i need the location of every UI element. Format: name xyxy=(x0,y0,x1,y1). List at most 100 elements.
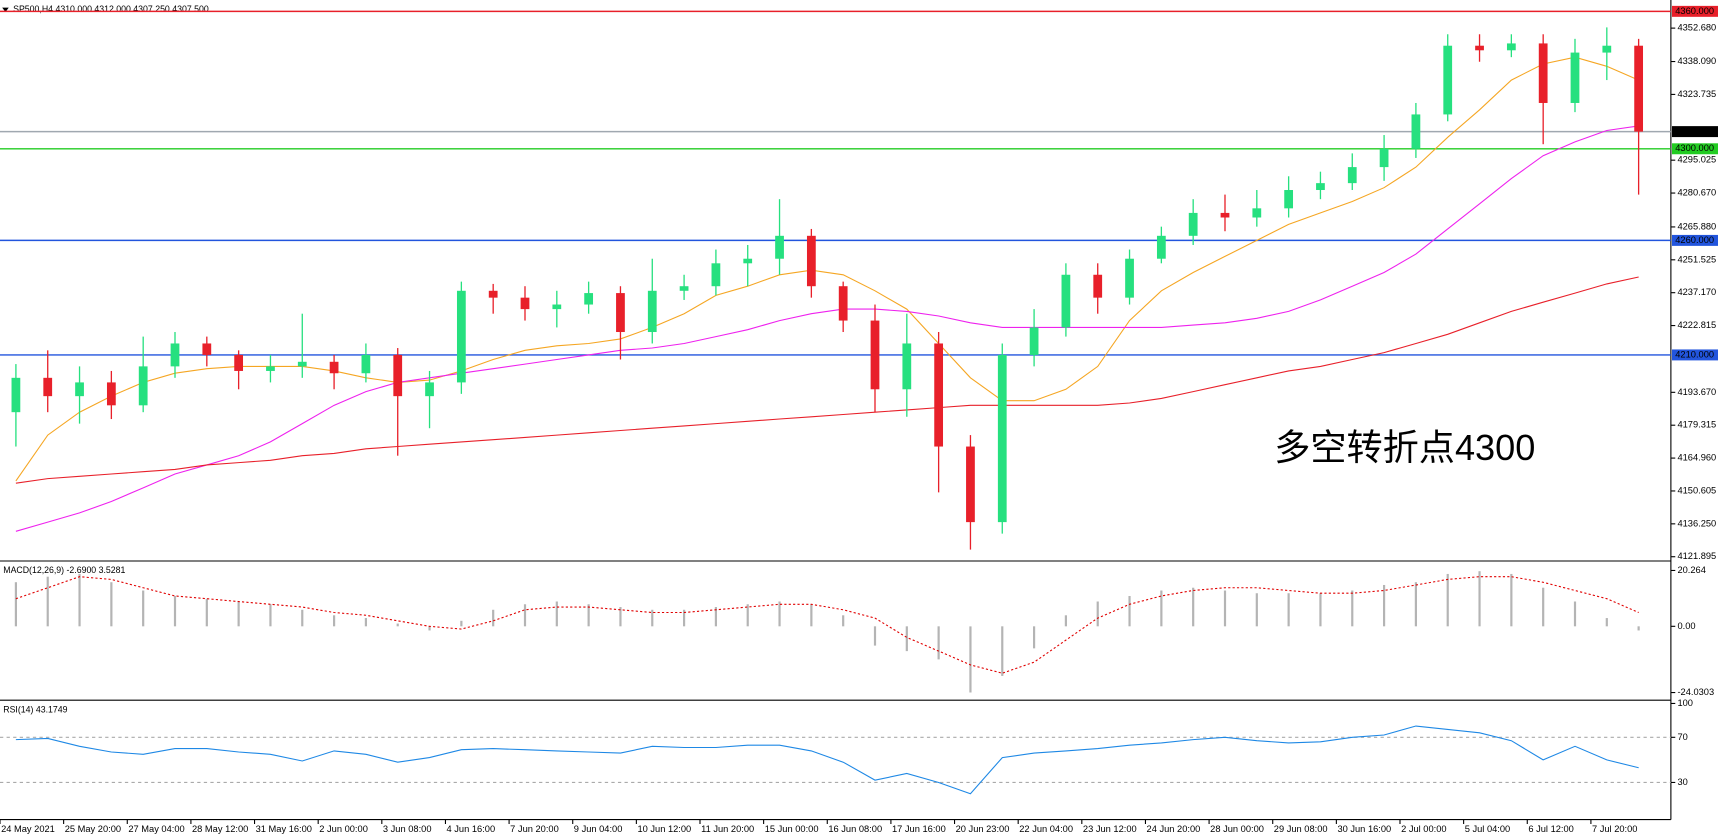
candle-body xyxy=(234,354,244,371)
x-tick-label: 24 May 2021 xyxy=(1,824,55,834)
candle-body xyxy=(552,304,562,310)
candle-body xyxy=(1316,183,1325,191)
moving-average xyxy=(15,276,1639,484)
y-tick-label: 100 xyxy=(1677,698,1693,708)
y-tick-label: 30 xyxy=(1677,777,1687,787)
level-label: 4307.500 xyxy=(1675,126,1714,136)
candle-body xyxy=(1443,45,1453,115)
x-tick-label: 22 Jun 04:00 xyxy=(1019,824,1073,834)
y-tick-label: -24.0303 xyxy=(1677,687,1714,697)
level-label-box xyxy=(1671,5,1718,17)
candle-body xyxy=(75,382,84,397)
y-tick-label: 4295.025 xyxy=(1677,155,1716,165)
candle-body xyxy=(838,286,848,321)
x-tick-label: 30 Jun 16:00 xyxy=(1337,824,1391,834)
candle-body xyxy=(1188,212,1198,236)
y-tick-label: 0.00 xyxy=(1677,621,1695,631)
candle-body xyxy=(966,446,975,523)
y-tick-label: 4136.250 xyxy=(1677,518,1716,528)
level-label: 4300.000 xyxy=(1675,143,1714,153)
candle-body xyxy=(997,354,1007,523)
rsi-line xyxy=(15,725,1639,795)
x-tick-label: 17 Jun 16:00 xyxy=(892,824,946,834)
candle-body xyxy=(1602,45,1612,53)
y-tick-label: 4193.670 xyxy=(1677,387,1716,397)
candle-body xyxy=(902,343,912,390)
y-tick-label: 70 xyxy=(1677,732,1687,742)
candle-body xyxy=(616,293,625,333)
x-tick-label: 5 Jul 04:00 xyxy=(1465,824,1510,834)
candle-body xyxy=(1570,52,1580,103)
candle-body xyxy=(297,361,307,367)
candle-body xyxy=(870,320,880,390)
annotation: 多空转折点4300 xyxy=(1274,427,1535,468)
level-label-box xyxy=(1671,234,1718,246)
candle-body xyxy=(584,293,594,305)
x-tick-label: 23 Jun 12:00 xyxy=(1083,824,1137,834)
x-tick-label: 2 Jul 00:00 xyxy=(1401,824,1446,834)
x-tick-label: 15 Jun 00:00 xyxy=(765,824,819,834)
candle-body xyxy=(488,290,498,298)
y-tick-label: 4179.315 xyxy=(1677,420,1716,430)
candle-body xyxy=(106,382,116,406)
x-tick-label: 4 Jun 16:00 xyxy=(447,824,496,834)
candle-body xyxy=(425,382,434,397)
candle-body xyxy=(1220,212,1230,218)
x-tick-label: 25 May 20:00 xyxy=(65,824,121,834)
x-tick-label: 28 May 12:00 xyxy=(192,824,248,834)
y-tick-label: 4237.170 xyxy=(1677,287,1716,297)
y-tick-label: 4352.680 xyxy=(1677,23,1716,33)
candle-body xyxy=(266,366,275,371)
rsi-title: RSI(14) 43.1749 xyxy=(3,704,67,714)
candle-body xyxy=(202,343,212,355)
x-tick-label: 27 May 04:00 xyxy=(128,824,184,834)
candle-body xyxy=(329,361,339,374)
candle-body xyxy=(806,235,816,287)
candle-body xyxy=(1506,43,1516,51)
level-label: 4360.000 xyxy=(1675,6,1714,16)
menu-triangle xyxy=(2,7,9,13)
x-tick-label: 20 Jun 23:00 xyxy=(956,824,1010,834)
candle-body xyxy=(361,354,371,374)
candle-body xyxy=(456,290,466,383)
y-tick-label: 4150.605 xyxy=(1677,485,1716,495)
x-tick-label: 7 Jun 20:00 xyxy=(510,824,559,834)
candle-body xyxy=(1029,327,1039,355)
x-tick-label: 29 Jun 08:00 xyxy=(1274,824,1328,834)
y-tick-label: 4323.735 xyxy=(1677,89,1716,99)
x-tick-label: 28 Jun 00:00 xyxy=(1210,824,1264,834)
candle-body xyxy=(1411,114,1421,149)
candle-body xyxy=(1252,208,1262,218)
y-tick-label: 20.264 xyxy=(1677,565,1705,575)
y-tick-label: 4222.815 xyxy=(1677,320,1716,330)
x-tick-label: 9 Jun 04:00 xyxy=(574,824,623,834)
x-tick-label: 6 Jul 12:00 xyxy=(1528,824,1573,834)
level-label-box xyxy=(1671,143,1718,155)
y-tick-label: 4265.880 xyxy=(1677,221,1716,231)
level-label-box xyxy=(1671,349,1718,361)
candle-body xyxy=(1475,45,1484,51)
candle-body xyxy=(1379,148,1389,168)
candle-body xyxy=(1634,45,1644,132)
candle-body xyxy=(1284,190,1294,209)
x-tick-label: 16 Jun 08:00 xyxy=(828,824,882,834)
candle-body xyxy=(679,286,689,291)
candle-body xyxy=(1093,274,1103,298)
moving-average xyxy=(15,56,1639,482)
level-label: 4260.000 xyxy=(1675,235,1714,245)
macd-title: MACD(12,26,9) -2.6900 3.5281 xyxy=(3,565,125,575)
x-tick-label: 10 Jun 12:00 xyxy=(637,824,691,834)
x-tick-label: 3 Jun 08:00 xyxy=(383,824,432,834)
candle-body xyxy=(520,297,530,310)
candle-body xyxy=(1125,258,1134,298)
candle-body xyxy=(1156,235,1166,259)
candle-body xyxy=(711,263,721,287)
x-tick-label: 31 May 16:00 xyxy=(256,824,312,834)
candle-body xyxy=(1061,274,1071,328)
candle-body xyxy=(1538,43,1548,103)
signal-line xyxy=(15,576,1639,674)
y-tick-label: 4280.670 xyxy=(1677,188,1716,198)
candle-body xyxy=(393,354,403,397)
